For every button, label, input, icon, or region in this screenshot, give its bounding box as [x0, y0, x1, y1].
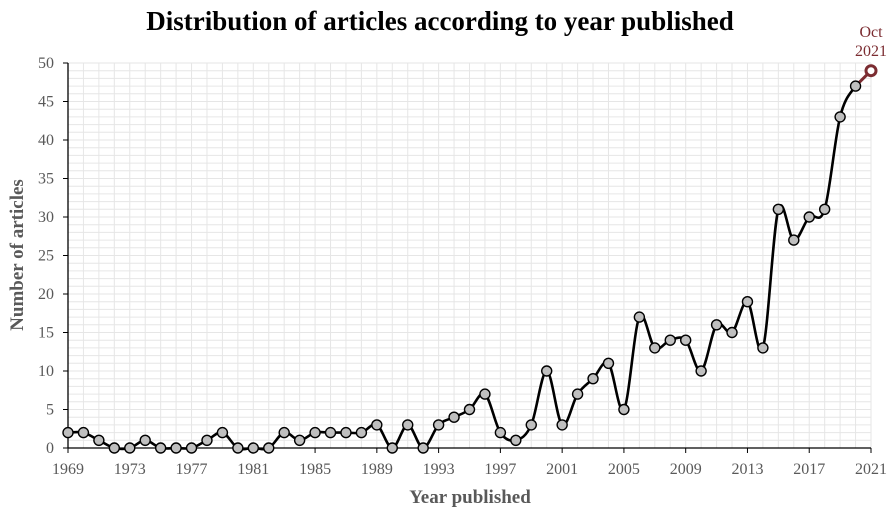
data-point — [541, 365, 553, 377]
data-point — [124, 442, 136, 454]
data-point — [278, 426, 290, 439]
x-tick-label: 1977 — [176, 461, 208, 478]
data-point — [448, 411, 460, 423]
x-tick-label: 2013 — [731, 461, 763, 478]
data-point — [741, 296, 754, 308]
data-point — [355, 426, 368, 439]
y-tick-label: 5 — [46, 402, 54, 419]
y-tick-labels: 0 5 10 15 20 25 30 35 40 45 50 — [38, 55, 54, 457]
data-point — [139, 434, 151, 446]
data-point — [803, 211, 815, 223]
x-tick-label: 1973 — [114, 461, 146, 478]
data-point — [602, 357, 615, 369]
annotation: Oct 2021 — [855, 24, 887, 60]
data-point — [201, 434, 213, 446]
data-point — [849, 80, 862, 92]
data-point — [757, 342, 769, 354]
y-axis-label: Number of articles — [7, 179, 28, 331]
data-point — [710, 319, 723, 331]
data-point — [309, 426, 321, 439]
gridlines — [68, 62, 872, 448]
x-tick-label: 2005 — [608, 461, 640, 478]
data-point — [664, 334, 676, 346]
x-tick-label: 1989 — [361, 461, 393, 478]
annotation-month: Oct — [859, 24, 883, 41]
data-point — [726, 326, 738, 339]
data-point — [402, 419, 414, 431]
data-point-highlight — [864, 64, 878, 78]
data-point — [479, 388, 491, 400]
data-point — [185, 442, 198, 454]
data-point — [618, 403, 630, 416]
data-point — [324, 426, 337, 439]
data-point — [417, 442, 429, 454]
x-axis-label: Year published — [409, 487, 531, 508]
x-tick-label: 1981 — [237, 461, 269, 478]
series-path — [67, 85, 857, 451]
data-point — [371, 419, 383, 431]
x-tick-label: 1993 — [423, 461, 455, 478]
x-tick-label: 1997 — [484, 461, 516, 478]
data-point — [510, 434, 522, 446]
y-tick-label: 40 — [38, 132, 54, 149]
data-point — [834, 111, 846, 123]
data-point — [679, 334, 692, 346]
data-point — [247, 442, 260, 454]
data-point — [62, 426, 74, 439]
data-point — [494, 426, 507, 439]
data-point — [93, 434, 105, 446]
x-tick-label: 2017 — [793, 461, 825, 478]
data-points — [62, 64, 878, 454]
data-point — [77, 426, 90, 439]
data-point — [556, 419, 568, 431]
data-point — [587, 373, 599, 385]
data-point — [170, 442, 182, 454]
data-point — [788, 234, 800, 246]
data-point — [340, 426, 352, 439]
y-tick-label: 50 — [38, 55, 54, 72]
data-point — [695, 365, 707, 377]
y-tick-label: 45 — [38, 94, 54, 111]
y-tick-label: 25 — [38, 248, 54, 265]
data-point — [432, 419, 445, 431]
data-point — [386, 442, 398, 454]
data-point — [818, 203, 831, 216]
x-tick-label: 1969 — [52, 461, 84, 478]
x-tick-label: 2009 — [670, 461, 702, 478]
x-tick-label: 1985 — [299, 461, 331, 478]
data-point — [633, 311, 646, 323]
data-point — [525, 419, 537, 431]
data-point — [232, 442, 244, 454]
chart-title: Distribution of articles according to ye… — [146, 6, 734, 36]
axes — [63, 62, 872, 453]
y-tick-label: 35 — [38, 171, 54, 188]
x-tick-label: 2001 — [546, 461, 578, 478]
y-tick-label: 15 — [38, 325, 54, 342]
y-tick-label: 10 — [38, 363, 54, 380]
data-point — [463, 403, 476, 416]
y-tick-label: 0 — [46, 440, 54, 457]
annotation-year: 2021 — [855, 43, 887, 60]
data-point — [263, 442, 275, 454]
x-tick-labels: 1969 1973 1977 1981 1985 1989 1993 1997 2001 2005… — [52, 461, 887, 478]
data-point — [649, 342, 661, 354]
data-point — [154, 442, 167, 454]
x-tick-label: 2021 — [855, 461, 887, 478]
y-tick-label: 20 — [38, 286, 54, 303]
data-point — [293, 434, 306, 446]
data-point — [108, 442, 121, 454]
data-point — [772, 203, 785, 216]
y-tick-label: 30 — [38, 209, 54, 226]
data-point — [571, 388, 584, 400]
data-point — [216, 426, 229, 439]
